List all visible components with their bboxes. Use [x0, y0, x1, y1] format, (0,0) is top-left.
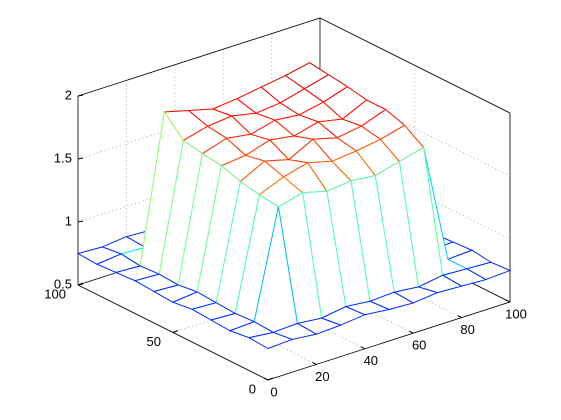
x-tick: [457, 315, 462, 319]
y-tick: [172, 330, 179, 333]
mesh-cell: [247, 331, 294, 350]
axis-box: [267, 301, 511, 381]
x-tick-label: 40: [364, 353, 378, 368]
y-tick-label: 0: [249, 381, 256, 396]
axis-box: [77, 17, 321, 97]
x-tick-label: 0: [270, 384, 277, 399]
y-tick-label: 100: [44, 286, 66, 301]
x-tick: [505, 299, 511, 303]
z-tick-label: 1.5: [54, 150, 72, 165]
z-tick: [77, 220, 84, 223]
x-tick-label: 100: [505, 306, 527, 321]
z-tick-label: 2: [65, 87, 72, 102]
y-tick: [77, 282, 84, 286]
x-tick-label: 80: [460, 322, 474, 337]
x-tick-label: 60: [412, 338, 426, 353]
y-tick: [267, 377, 274, 381]
z-tick-label: 0.5: [54, 276, 72, 291]
z-tick: [77, 157, 84, 160]
axis-box: [319, 17, 511, 114]
z-tick: [77, 94, 84, 97]
x-tick: [263, 377, 269, 381]
y-tick-label: 50: [147, 334, 161, 349]
x-tick: [360, 346, 366, 350]
x-tick: [312, 361, 317, 365]
z-tick-label: 1: [65, 213, 72, 228]
x-tick: [408, 330, 414, 334]
x-tick-label: 20: [315, 369, 329, 384]
